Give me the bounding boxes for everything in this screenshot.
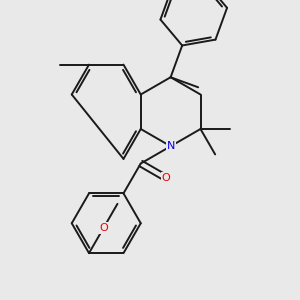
Text: O: O [162,173,170,183]
Text: O: O [99,223,108,233]
Text: N: N [167,141,175,151]
